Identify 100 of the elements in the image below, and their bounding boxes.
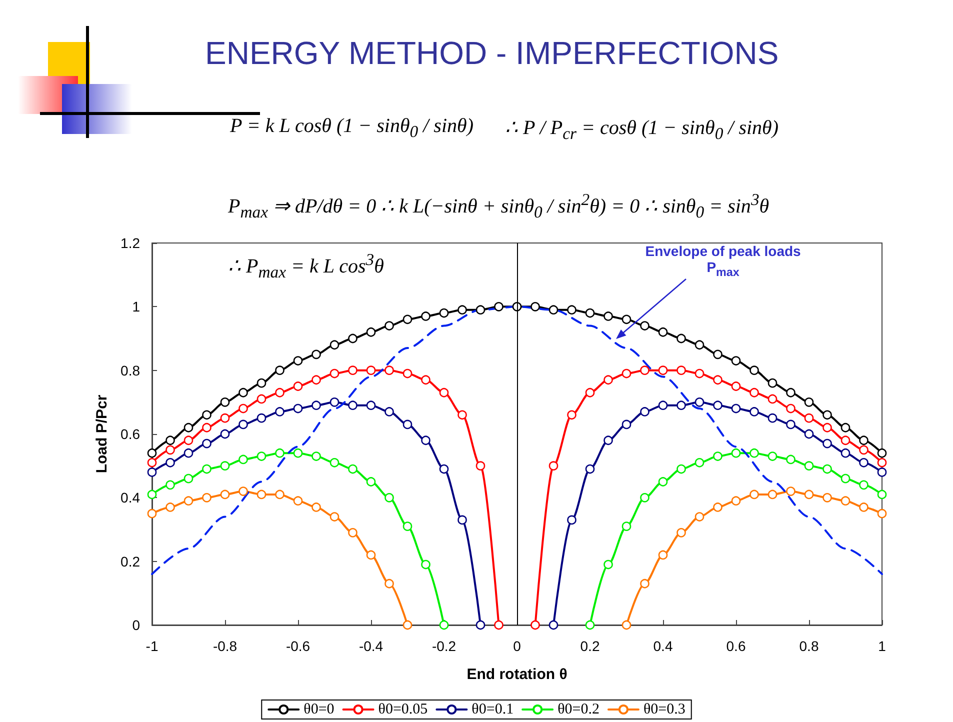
point xyxy=(384,578,394,588)
point xyxy=(804,490,814,500)
point xyxy=(476,461,486,470)
point xyxy=(312,375,321,385)
point xyxy=(877,508,887,518)
point xyxy=(366,477,376,486)
point xyxy=(476,305,486,314)
point xyxy=(166,445,175,455)
point xyxy=(786,404,796,414)
point xyxy=(458,410,467,420)
point xyxy=(366,366,376,375)
point xyxy=(640,366,650,375)
text: P = k L cosθ (1 − sinθ$_{0}$ / sinθ) xyxy=(230,115,474,142)
point xyxy=(859,458,868,468)
point xyxy=(676,400,686,410)
point xyxy=(840,448,850,458)
point xyxy=(202,438,212,448)
point xyxy=(622,368,632,378)
point xyxy=(676,366,686,375)
point xyxy=(786,388,796,398)
point xyxy=(238,388,248,398)
annotation: ∴ P$_{max}$ = k L cos$^{3}$θ xyxy=(228,250,384,283)
point xyxy=(694,458,704,468)
point xyxy=(731,382,741,391)
point xyxy=(384,493,394,502)
point xyxy=(402,522,412,531)
x-axis-title: End rotation θ xyxy=(466,666,568,683)
point xyxy=(384,321,394,330)
point xyxy=(458,515,467,525)
point xyxy=(293,496,303,506)
point xyxy=(312,452,321,461)
point xyxy=(622,420,632,430)
point xyxy=(293,448,303,458)
point xyxy=(312,350,321,360)
point xyxy=(348,366,358,375)
point xyxy=(840,436,850,446)
point xyxy=(877,448,887,458)
point xyxy=(768,413,778,423)
point xyxy=(166,502,175,512)
point xyxy=(713,502,722,512)
point xyxy=(220,413,230,423)
point xyxy=(439,388,449,398)
point xyxy=(202,422,212,432)
point xyxy=(750,490,759,500)
point xyxy=(402,368,412,378)
point xyxy=(238,404,248,414)
point xyxy=(202,464,212,474)
point xyxy=(804,461,814,470)
point xyxy=(567,515,576,525)
x-tick-label: -0.6 xyxy=(286,638,310,654)
point xyxy=(330,458,340,468)
point xyxy=(256,394,266,404)
y-tick-label: 0.8 xyxy=(120,362,140,378)
point xyxy=(859,502,868,512)
point xyxy=(402,420,412,430)
point xyxy=(750,448,759,458)
point xyxy=(713,350,722,360)
point xyxy=(421,312,430,321)
point xyxy=(604,436,613,446)
point xyxy=(658,327,668,337)
point xyxy=(348,400,358,410)
point xyxy=(804,429,814,439)
legend-label: θ0=0 xyxy=(304,702,334,718)
point xyxy=(768,452,778,461)
point xyxy=(330,340,340,350)
point xyxy=(840,422,850,432)
point xyxy=(859,480,868,490)
point xyxy=(786,420,796,430)
point xyxy=(458,305,467,314)
point xyxy=(220,461,230,470)
point xyxy=(330,512,340,522)
legend-label: θ0=0.05 xyxy=(378,702,428,718)
point xyxy=(312,400,321,410)
point xyxy=(256,378,266,388)
point xyxy=(676,464,686,474)
point xyxy=(439,620,449,630)
point xyxy=(585,620,595,630)
point xyxy=(658,550,668,560)
point xyxy=(585,388,595,398)
point xyxy=(421,436,430,446)
point xyxy=(220,398,230,407)
point xyxy=(147,508,157,518)
point xyxy=(275,366,284,375)
point xyxy=(840,496,850,506)
point xyxy=(402,314,412,324)
point xyxy=(421,375,430,385)
point xyxy=(840,474,850,484)
x-tick-label: 1 xyxy=(878,638,886,654)
point xyxy=(694,340,704,350)
point xyxy=(184,436,194,446)
point xyxy=(330,398,340,407)
point xyxy=(384,407,394,416)
y-tick-label: 0.4 xyxy=(120,490,140,506)
point xyxy=(275,490,284,500)
x-tick-label: 0.2 xyxy=(580,638,600,654)
point xyxy=(859,445,868,455)
point xyxy=(494,302,504,312)
point xyxy=(640,493,650,502)
point xyxy=(184,448,194,458)
x-tick-label: -0.8 xyxy=(212,638,238,654)
